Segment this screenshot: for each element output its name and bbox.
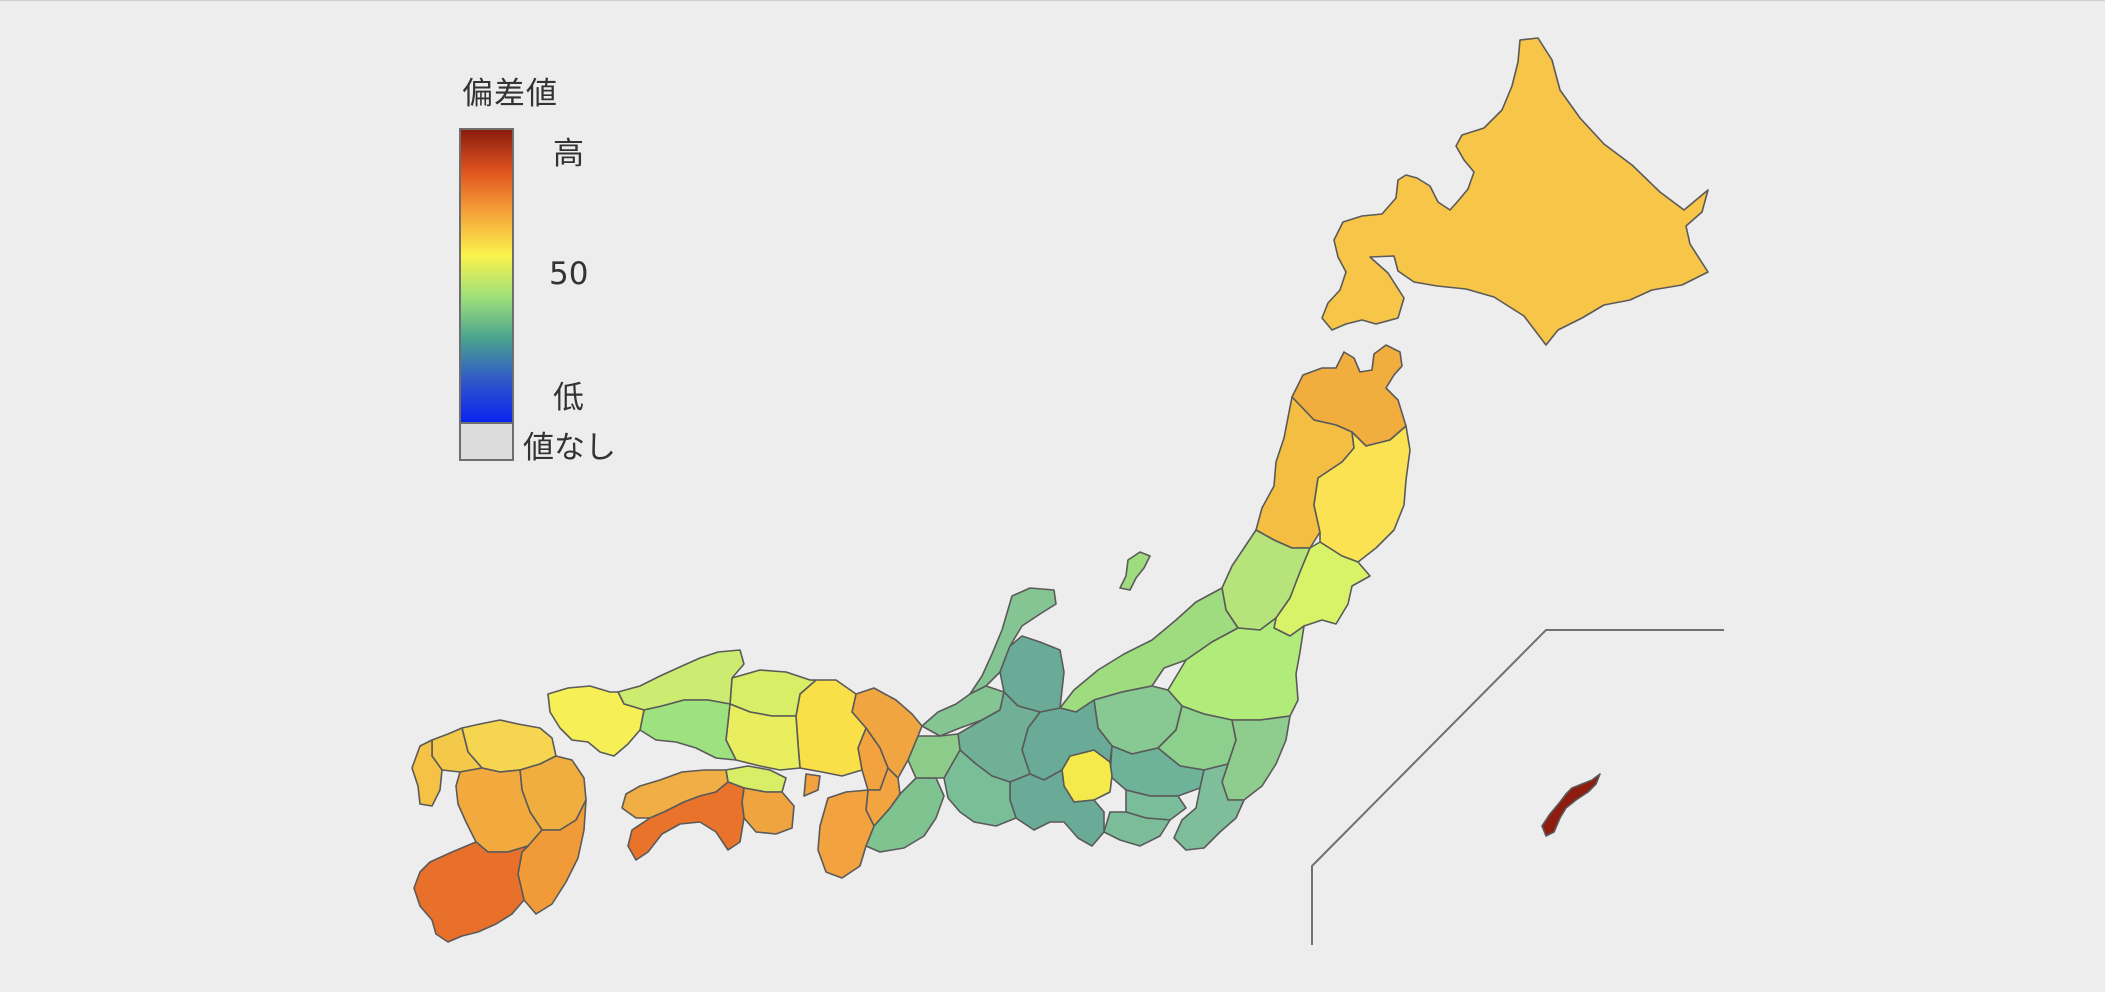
island-sado [1119,551,1151,591]
pref-wakayama [817,789,875,879]
pref-fukushima [1167,617,1305,721]
pref-fukui [921,685,1005,737]
legend-no-value-label: 値なし [523,430,616,466]
pref-okinawa [1541,773,1601,837]
legend-mid-label: 50 [549,256,589,292]
pref-aichi [943,749,1017,827]
pref-kagoshima [413,841,529,943]
pref-tokushima [741,787,795,835]
pref-hokkaido [1321,37,1709,346]
pref-akita [1255,396,1355,549]
pref-ibaraki [1221,715,1291,801]
okinawa-inset-frame [1311,629,1724,945]
pref-hyogo [795,679,867,777]
pref-hiroshima [639,699,737,761]
pref-iwate [1313,425,1411,563]
legend-title: 偏差値 [462,76,558,112]
pref-kanagawa [1103,811,1171,847]
pref-kochi [627,781,745,861]
pref-shiga [907,733,961,779]
island-awaji [803,773,821,797]
legend-no-value-swatch [459,424,514,461]
pref-nagasaki [411,739,443,807]
pref-yamaguchi [547,685,645,757]
legend-high-label: 高 [553,136,584,172]
legend-color-scale [459,128,514,424]
pref-chiba [1173,763,1245,851]
legend-low-label: 低 [553,380,584,416]
pref-miyagi [1273,541,1371,637]
